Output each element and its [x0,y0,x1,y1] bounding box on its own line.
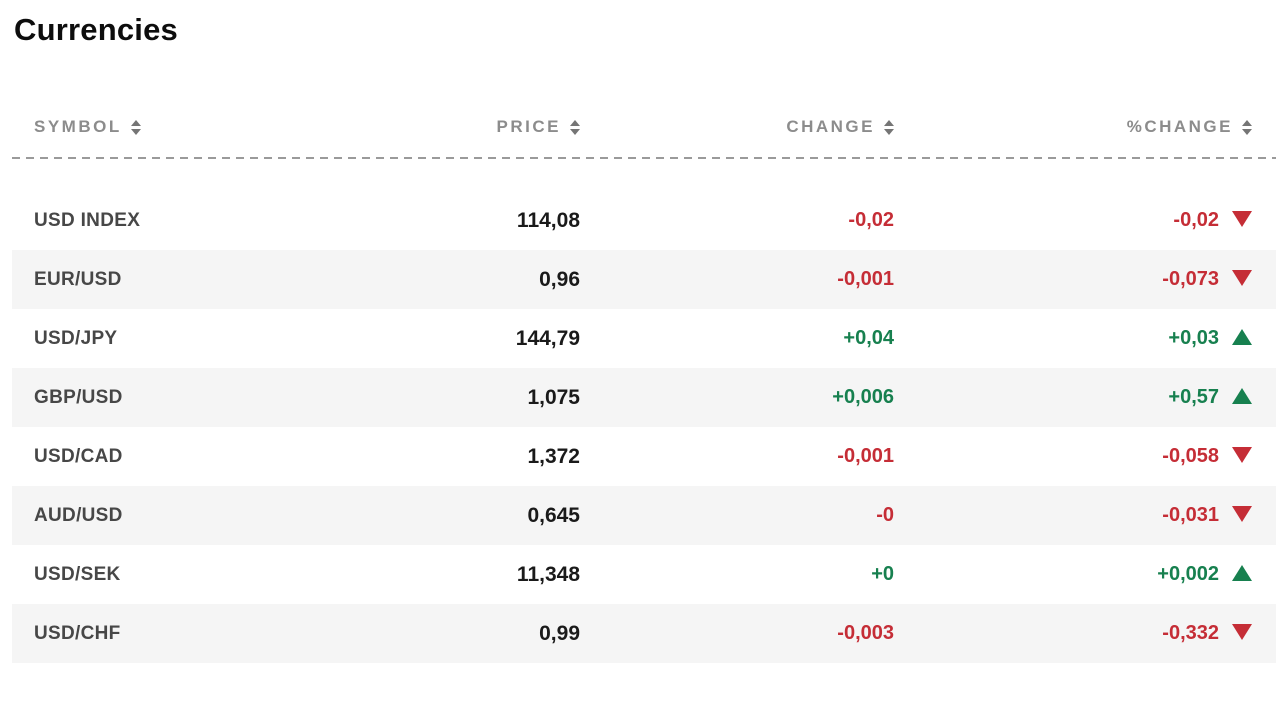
symbol-label: USD/JPY [34,327,118,349]
price-cell: 144,79 [312,309,580,368]
change-cell: -0,001 [580,427,894,486]
percent-change-value: -0,058 [1162,445,1219,467]
triangle-down-icon [1232,210,1252,227]
column-header-symbol[interactable]: SYMBOL [12,117,312,137]
table-row[interactable]: USD/CHF 0,99 -0,003 -0,332 [12,604,1276,663]
symbol-label: USD INDEX [34,209,141,231]
table-header-row: SYMBOL PRICE CHANGE %CHANGE [12,107,1276,147]
percent-change-cell: -0,073 [894,250,1276,309]
sort-arrows-icon [884,119,894,135]
percent-change-value: +0,57 [1168,386,1219,408]
price-value: 144,79 [515,326,580,350]
percent-change-value: -0,073 [1162,268,1219,290]
price-value: 0,99 [539,621,580,645]
column-header-pct-change[interactable]: %CHANGE [894,117,1276,137]
change-cell: +0,04 [580,309,894,368]
triangle-down-icon [1232,269,1252,286]
triangle-down-icon [1232,623,1252,640]
change-value: -0,001 [837,445,894,467]
header-divider [12,157,1276,159]
sort-arrows-icon [130,119,141,135]
percent-change-value: +0,03 [1168,327,1219,349]
percent-change-value: -0,031 [1162,504,1219,526]
price-cell: 0,96 [312,250,580,309]
triangle-down-icon [1232,505,1252,522]
percent-change-cell: -0,031 [894,486,1276,545]
symbol-cell[interactable]: AUD/USD [12,486,312,545]
symbol-label: USD/CAD [34,445,123,467]
percent-change-value: -0,332 [1162,622,1219,644]
table-row[interactable]: USD INDEX 114,08 -0,02 -0,02 [12,191,1276,250]
symbol-label: EUR/USD [34,268,122,290]
triangle-up-icon [1232,328,1252,345]
percent-change-value: -0,02 [1173,209,1219,231]
currencies-table: SYMBOL PRICE CHANGE %CHANGE USD INDEX 11… [12,107,1276,663]
triangle-down-icon [1232,446,1252,463]
percent-change-cell: -0,058 [894,427,1276,486]
table-row[interactable]: EUR/USD 0,96 -0,001 -0,073 [12,250,1276,309]
symbol-cell[interactable]: GBP/USD [12,368,312,427]
symbol-label: USD/SEK [34,563,121,585]
column-header-label: PRICE [496,117,561,136]
price-cell: 0,645 [312,486,580,545]
table-row[interactable]: USD/SEK 11,348 +0 +0,002 [12,545,1276,604]
change-value: +0,04 [843,327,894,349]
column-header-label: SYMBOL [34,117,122,136]
percent-change-cell: -0,332 [894,604,1276,663]
column-header-label: %CHANGE [1126,117,1233,136]
table-row[interactable]: GBP/USD 1,075 +0,006 +0,57 [12,368,1276,427]
percent-change-value: +0,002 [1157,563,1219,585]
change-value: -0,001 [837,268,894,290]
change-cell: -0,02 [580,191,894,250]
change-cell: -0 [580,486,894,545]
price-cell: 1,075 [312,368,580,427]
percent-change-cell: +0,03 [894,309,1276,368]
percent-change-cell: -0,02 [894,191,1276,250]
triangle-up-icon [1232,564,1252,581]
change-value: -0,02 [848,209,894,231]
change-value: -0,003 [837,622,894,644]
change-cell: -0,001 [580,250,894,309]
change-cell: -0,003 [580,604,894,663]
price-value: 1,075 [527,385,580,409]
symbol-cell[interactable]: USD/CHF [12,604,312,663]
price-cell: 1,372 [312,427,580,486]
change-value: +0 [871,563,894,585]
symbol-cell[interactable]: USD/CAD [12,427,312,486]
triangle-up-icon [1232,387,1252,404]
price-value: 0,645 [527,503,580,527]
percent-change-cell: +0,57 [894,368,1276,427]
column-header-change[interactable]: CHANGE [580,117,894,137]
price-cell: 11,348 [312,545,580,604]
price-value: 1,372 [527,444,580,468]
percent-change-cell: +0,002 [894,545,1276,604]
symbol-cell[interactable]: USD INDEX [12,191,312,250]
table-body: USD INDEX 114,08 -0,02 -0,02 EUR/USD 0,9… [12,191,1276,663]
symbol-label: AUD/USD [34,504,123,526]
column-header-label: CHANGE [786,117,875,136]
symbol-label: GBP/USD [34,386,123,408]
page-title: Currencies [14,12,178,47]
sort-arrows-icon [570,119,580,135]
symbol-cell[interactable]: USD/SEK [12,545,312,604]
price-value: 11,348 [516,562,580,586]
sort-arrows-icon [1242,119,1252,135]
symbol-cell[interactable]: EUR/USD [12,250,312,309]
table-row[interactable]: AUD/USD 0,645 -0 -0,031 [12,486,1276,545]
change-value: -0 [876,504,894,526]
price-cell: 114,08 [312,191,580,250]
table-row[interactable]: USD/JPY 144,79 +0,04 +0,03 [12,309,1276,368]
price-value: 114,08 [516,208,580,232]
price-value: 0,96 [539,267,580,291]
price-cell: 0,99 [312,604,580,663]
symbol-cell[interactable]: USD/JPY [12,309,312,368]
table-row[interactable]: USD/CAD 1,372 -0,001 -0,058 [12,427,1276,486]
symbol-label: USD/CHF [34,622,121,644]
change-value: +0,006 [832,386,894,408]
change-cell: +0 [580,545,894,604]
change-cell: +0,006 [580,368,894,427]
column-header-price[interactable]: PRICE [312,117,580,137]
